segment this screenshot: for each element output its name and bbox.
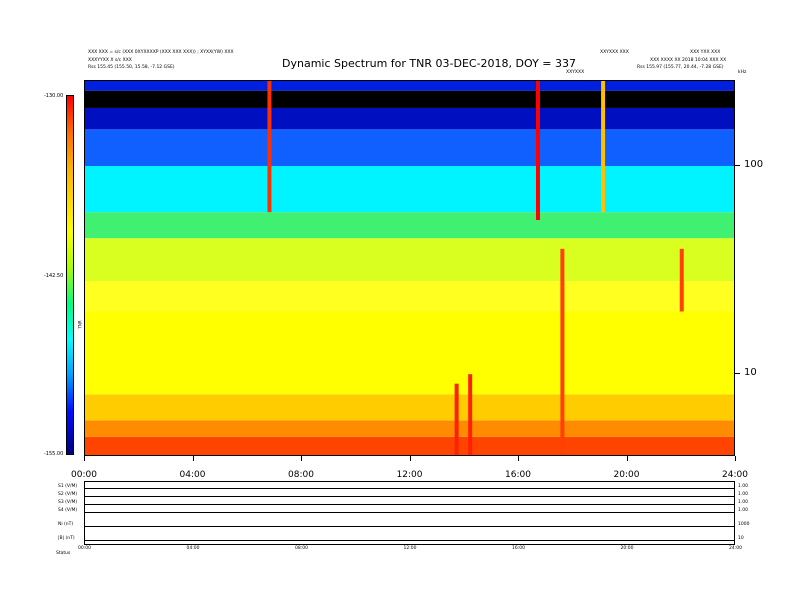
spectrum-band-3 <box>85 311 734 395</box>
spectrum-svg <box>85 81 734 455</box>
header-info-left-1: XXX XXX = s/c (XXX 0XYXXXXP (XXX XXX XXX… <box>88 50 234 55</box>
housekeeping-row-scale: 10 <box>738 536 744 541</box>
spectrum-band-4 <box>85 281 734 312</box>
colorbar <box>66 95 74 455</box>
housekeeping-row-scale: 1.00 <box>738 508 749 513</box>
housekeeping-row-label: |B| (nT) <box>58 536 75 541</box>
burst-5 <box>601 81 606 213</box>
dynamic-spectrum-plot <box>84 80 735 456</box>
x-axis: 00:00 04:00 08:00 12:00 16:00 20:00 24:00 <box>71 456 748 480</box>
burst-3 <box>535 81 540 221</box>
spectrum-band-11 <box>85 81 734 91</box>
chart-title: Dynamic Spectrum for TNR 03-DEC-2018, DO… <box>282 57 576 70</box>
spectrum-band-7 <box>85 165 734 213</box>
header-info-right-1: XXYXXX XXX <box>600 50 629 55</box>
spectrum-band-6 <box>85 212 734 239</box>
x-tick <box>192 456 194 461</box>
housekeeping-x-tick-label: 16:00 <box>512 546 525 551</box>
housekeeping-row <box>85 504 734 505</box>
x-tick-label: 00:00 <box>71 470 97 480</box>
housekeeping-x-tick-label: 08:00 <box>295 546 308 551</box>
header-info-right-2: XXX YXX XXX <box>690 50 721 55</box>
housekeeping-x-tick-label: 12:00 <box>403 546 417 551</box>
burst-4 <box>560 248 565 455</box>
colorbar-unit-label: TNR <box>77 320 83 329</box>
housekeeping-row <box>85 496 734 497</box>
housekeeping-row-label: S1 (V/M) <box>58 484 78 489</box>
colorbar-mid-label: -142.50 <box>44 273 64 279</box>
header-center-small: XXYXXX <box>566 70 585 75</box>
housekeeping-row-scale: 1.00 <box>738 484 749 489</box>
burst-2 <box>468 374 473 455</box>
header-info-right-3: XXX XXXX XX 2018 10:04 XXX XX <box>650 58 727 63</box>
burst-1 <box>454 383 459 455</box>
y-tick <box>735 373 740 375</box>
header-info-right-4: Rss 155.97 (155.77, 20.44, -7.28 GSE) <box>637 65 724 70</box>
housekeeping-row <box>85 526 734 527</box>
x-tick-label: 12:00 <box>396 470 423 480</box>
x-tick-label: 04:00 <box>179 470 206 480</box>
spectrum-band-10 <box>85 90 734 108</box>
y-tick-label: 10 <box>744 367 757 379</box>
spectrum-band-0 <box>85 436 734 455</box>
housekeeping-row-scale: 1.00 <box>738 492 749 497</box>
status-label: Status <box>56 551 71 556</box>
housekeeping-x-tick-label: 00:00 <box>78 546 91 551</box>
x-tick <box>518 456 519 461</box>
x-tick-label: 16:00 <box>505 470 531 480</box>
colorbar-top-label: -130.00 <box>44 93 64 99</box>
housekeeping-row-label: S3 (V/M) <box>58 500 78 505</box>
x-tick-label: 20:00 <box>613 470 640 480</box>
x-tick <box>626 456 628 461</box>
housekeeping-x-tick-label: 04:00 <box>186 546 200 551</box>
spectrum-band-1 <box>85 420 734 437</box>
housekeeping-x-tick-label: 20:00 <box>620 546 634 551</box>
spectrum-band-2 <box>85 394 734 421</box>
corner-unit-label: kHz <box>738 70 747 75</box>
header-info-left-2: XXXYYXX X s/c XXX <box>88 58 132 63</box>
housekeeping-row-label: Ni (nT) <box>58 522 74 527</box>
housekeeping-row <box>85 488 734 489</box>
x-tick <box>409 456 411 461</box>
housekeeping-row-label: S2 (V/M) <box>58 492 78 497</box>
header-info-left-3: Rss 155.45 (155.50, 15.58, -7.12 GSE) <box>88 65 175 70</box>
x-tick <box>735 456 736 461</box>
spectrum-band-5 <box>85 238 734 282</box>
colorbar-bottom-label: -155.00 <box>44 451 64 457</box>
x-tick <box>84 456 85 461</box>
housekeeping-x-tick-label: 24:00 <box>729 546 742 551</box>
x-tick <box>301 456 302 461</box>
y-tick-label: 100 <box>744 158 764 170</box>
housekeeping-row <box>85 540 734 541</box>
burst-0 <box>267 81 272 213</box>
housekeeping-row-label: S4 (V/M) <box>58 508 78 513</box>
housekeeping-panel <box>84 481 735 545</box>
housekeeping-row-scale: 1000 <box>738 522 750 527</box>
spectrum-band-8 <box>85 129 734 166</box>
spectrum-band-9 <box>85 107 734 130</box>
x-tick-label: 08:00 <box>288 470 314 480</box>
housekeeping-row-scale: 1.00 <box>738 500 749 505</box>
y-tick <box>735 164 740 166</box>
housekeeping-row <box>85 512 734 513</box>
x-tick-label: 24:00 <box>722 470 748 480</box>
burst-6 <box>679 248 684 312</box>
